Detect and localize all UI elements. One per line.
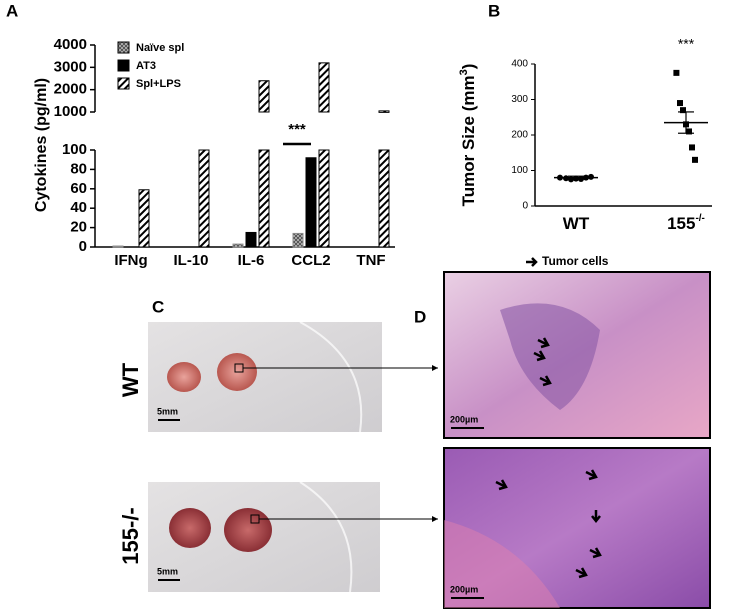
bar bbox=[198, 149, 210, 248]
panel-label: D bbox=[414, 307, 426, 326]
scale-label: 200µm bbox=[450, 414, 478, 424]
y-tick-label: 4000 bbox=[54, 36, 87, 53]
bar-upper bbox=[258, 80, 270, 113]
bar-upper bbox=[378, 110, 390, 113]
x-tick-text: 155 bbox=[667, 214, 695, 233]
y-axis-title: Tumor Size (mm3) bbox=[458, 64, 479, 207]
bar bbox=[245, 231, 257, 248]
y-tick-label: 100 bbox=[511, 165, 528, 176]
panel-label: C bbox=[152, 297, 164, 316]
y-tick-label: 200 bbox=[511, 130, 528, 141]
bar-upper bbox=[318, 62, 330, 113]
y-tick-label: 0 bbox=[522, 201, 528, 212]
legend-label: Naïve spl bbox=[136, 42, 184, 54]
point bbox=[686, 128, 692, 135]
x-tick-label: 155-/- bbox=[667, 213, 705, 234]
panel-label: A bbox=[6, 1, 18, 20]
bar bbox=[318, 149, 330, 248]
scale-label: 200µm bbox=[450, 584, 478, 594]
legend-label: AT3 bbox=[136, 60, 156, 72]
bar bbox=[305, 157, 317, 248]
legend-swatch bbox=[117, 77, 130, 90]
tumor bbox=[224, 508, 272, 552]
point bbox=[673, 69, 680, 76]
y-tick-label: 2000 bbox=[54, 81, 87, 98]
legend-label: Spl+LPS bbox=[136, 78, 181, 90]
legend-label: Tumor cells bbox=[542, 254, 609, 268]
annotation: *** bbox=[678, 36, 695, 52]
bar bbox=[232, 243, 244, 248]
y-tick-label: 3000 bbox=[54, 58, 87, 75]
y-tick-label: 40 bbox=[70, 199, 87, 216]
bar bbox=[138, 189, 150, 248]
legend-swatch bbox=[117, 59, 130, 72]
row-label: 155-/- bbox=[118, 507, 143, 564]
point bbox=[689, 144, 695, 151]
bar bbox=[292, 232, 304, 248]
photo-group bbox=[148, 321, 438, 593]
x-tick-label: CCL2 bbox=[291, 252, 330, 269]
x-tick-superscript: -/- bbox=[695, 213, 704, 224]
point bbox=[677, 100, 683, 107]
annotation: *** bbox=[288, 121, 306, 138]
bar bbox=[378, 149, 390, 248]
x-tick-label: TNF bbox=[356, 252, 385, 269]
y-tick-label: 20 bbox=[70, 219, 87, 236]
bar bbox=[112, 245, 124, 248]
tumor bbox=[169, 508, 211, 548]
x-tick-label: IL-10 bbox=[173, 252, 208, 269]
x-tick-text: WT bbox=[563, 214, 590, 233]
point bbox=[680, 107, 686, 114]
row-label: WT bbox=[118, 362, 143, 397]
legend-swatch bbox=[117, 41, 130, 54]
y-tick-label: 400 bbox=[511, 59, 528, 70]
panel-label: B bbox=[488, 1, 500, 20]
y-tick-label: 80 bbox=[70, 160, 87, 177]
scale-label: 5mm bbox=[157, 406, 178, 416]
scale-label: 5mm bbox=[157, 566, 178, 576]
y-tick-label: 1000 bbox=[54, 103, 87, 120]
point bbox=[692, 156, 698, 163]
bar bbox=[258, 149, 270, 248]
y-tick-label: 100 bbox=[62, 141, 87, 158]
x-tick-label: WT bbox=[563, 214, 590, 233]
x-tick-label: IL-6 bbox=[238, 252, 265, 269]
y-tick-label: 300 bbox=[511, 94, 528, 105]
tumor bbox=[167, 362, 201, 392]
micrograph-group bbox=[443, 257, 711, 609]
y-axis-title: Cytokines (pg/ml) bbox=[33, 78, 50, 212]
x-tick-label: IFNg bbox=[114, 252, 147, 269]
y-tick-label: 0 bbox=[79, 238, 87, 255]
y-tick-label: 60 bbox=[70, 180, 87, 197]
